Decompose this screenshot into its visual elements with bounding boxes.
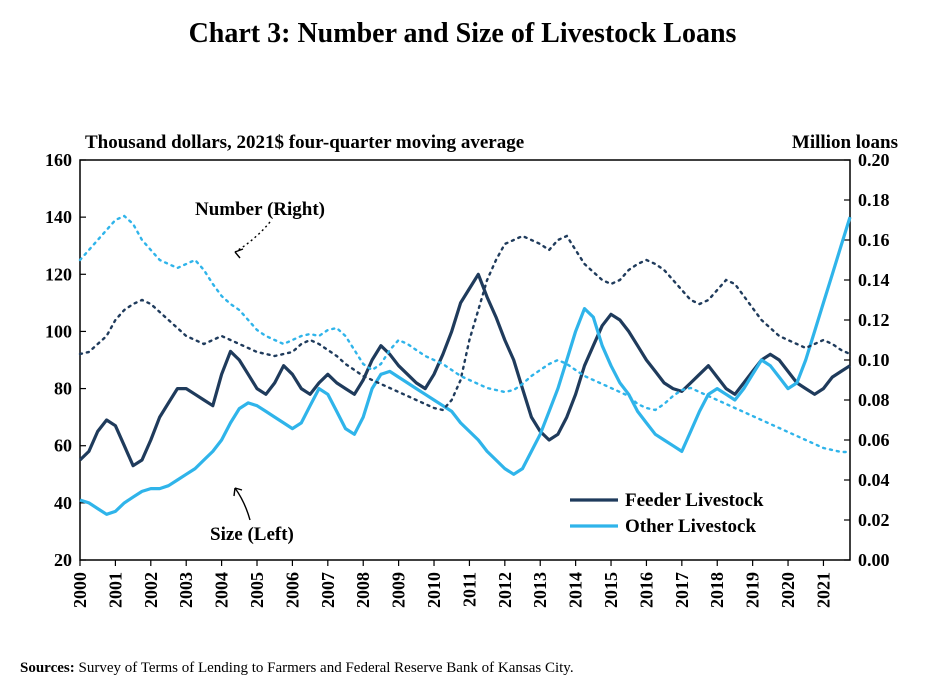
svg-text:0.00: 0.00	[858, 550, 890, 570]
svg-text:2021: 2021	[813, 572, 833, 608]
svg-text:60: 60	[54, 436, 72, 456]
chart-svg: 20 40 60 80 100 120 140 160 0.00 0.02 0.04 0.06 0.08…	[0, 0, 925, 693]
svg-text:2019: 2019	[743, 572, 763, 608]
sources-text: Survey of Terms of Lending to Farmers an…	[75, 660, 574, 676]
svg-text:140: 140	[45, 207, 72, 227]
svg-text:2020: 2020	[778, 572, 798, 608]
svg-text:2004: 2004	[212, 572, 232, 608]
svg-text:2010: 2010	[424, 572, 444, 608]
svg-text:0.08: 0.08	[858, 390, 890, 410]
svg-text:2013: 2013	[530, 572, 550, 608]
svg-text:2002: 2002	[141, 572, 161, 608]
svg-text:2015: 2015	[601, 572, 621, 608]
svg-text:2011: 2011	[459, 572, 479, 607]
svg-text:160: 160	[45, 150, 72, 170]
svg-text:0.06: 0.06	[858, 430, 890, 450]
label-size: Size (Left)	[210, 524, 294, 545]
svg-text:120: 120	[45, 264, 72, 284]
svg-text:2003: 2003	[176, 572, 196, 608]
svg-text:2001: 2001	[105, 572, 125, 608]
svg-text:2009: 2009	[389, 572, 409, 608]
legend-feeder: Feeder Livestock	[625, 490, 764, 511]
svg-text:2006: 2006	[282, 572, 302, 608]
sources-label: Sources:	[20, 660, 75, 676]
svg-text:20: 20	[54, 550, 72, 570]
svg-text:2000: 2000	[70, 572, 90, 608]
svg-text:2014: 2014	[566, 572, 586, 608]
subtitle-right: Million loans	[792, 132, 898, 153]
svg-text:0.20: 0.20	[858, 150, 890, 170]
sources-line: Sources: Survey of Terms of Lending to F…	[20, 660, 574, 677]
legend-other: Other Livestock	[625, 516, 756, 537]
svg-text:2007: 2007	[318, 572, 338, 608]
svg-text:2008: 2008	[353, 572, 373, 608]
svg-text:0.04: 0.04	[858, 470, 890, 490]
svg-text:2012: 2012	[495, 572, 515, 608]
svg-text:0.02: 0.02	[858, 510, 890, 530]
svg-text:2016: 2016	[636, 572, 656, 608]
svg-text:0.10: 0.10	[858, 350, 890, 370]
series-other-number	[80, 216, 850, 452]
svg-text:2017: 2017	[672, 572, 692, 608]
svg-text:0.12: 0.12	[858, 310, 890, 330]
subtitle-left: Thousand dollars, 2021$ four-quarter mov…	[85, 132, 524, 153]
svg-text:0.16: 0.16	[858, 230, 890, 250]
chart-container: Chart 3: Number and Size of Livestock Lo…	[0, 0, 925, 693]
svg-text:2005: 2005	[247, 572, 267, 608]
series-feeder-size	[80, 274, 850, 465]
svg-text:0.18: 0.18	[858, 190, 890, 210]
svg-text:100: 100	[45, 321, 72, 341]
label-number: Number (Right)	[195, 199, 325, 220]
svg-text:40: 40	[54, 493, 72, 513]
svg-text:0.14: 0.14	[858, 270, 890, 290]
svg-text:80: 80	[54, 379, 72, 399]
svg-text:2018: 2018	[707, 572, 727, 608]
